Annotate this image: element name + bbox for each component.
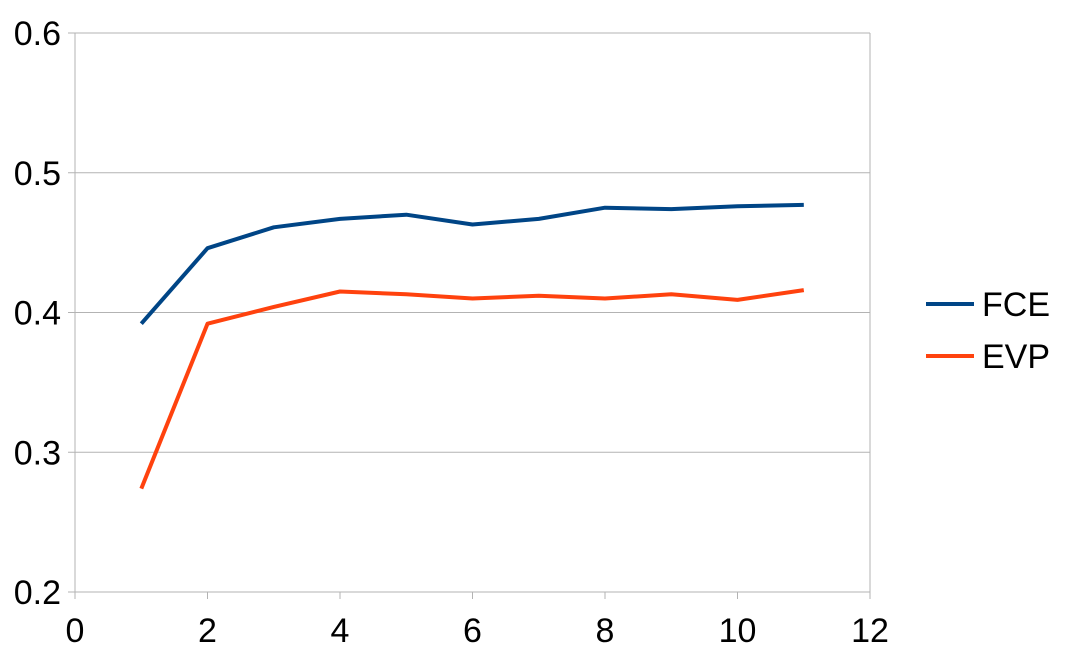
legend: FCE EVP xyxy=(926,286,1050,376)
y-tick-label: 0.6 xyxy=(14,15,61,53)
y-tick-label: 0.3 xyxy=(14,434,61,472)
y-tick-label: 0.4 xyxy=(14,295,61,333)
y-tick-label: 0.5 xyxy=(14,155,61,193)
x-tick-label: 8 xyxy=(596,612,615,650)
series-lines xyxy=(139,202,805,490)
series-line-evp xyxy=(139,288,805,490)
y-tick-label: 0.2 xyxy=(14,574,61,612)
x-tick-label: 4 xyxy=(331,612,350,650)
grid xyxy=(75,32,870,593)
tick-labels: 0.2 0.3 0.4 0.5 0.6 0 2 4 6 8 10 12 xyxy=(14,15,889,650)
x-tick-label: 2 xyxy=(198,612,217,650)
series-line-fce xyxy=(139,202,804,326)
x-tick-label: 0 xyxy=(66,612,85,650)
x-tick-label: 6 xyxy=(463,612,482,650)
legend-label-evp: EVP xyxy=(982,338,1050,376)
x-tick-label: 10 xyxy=(719,612,757,650)
legend-label-fce: FCE xyxy=(982,286,1050,324)
x-tick-label: 12 xyxy=(851,612,889,650)
axes xyxy=(68,32,871,599)
